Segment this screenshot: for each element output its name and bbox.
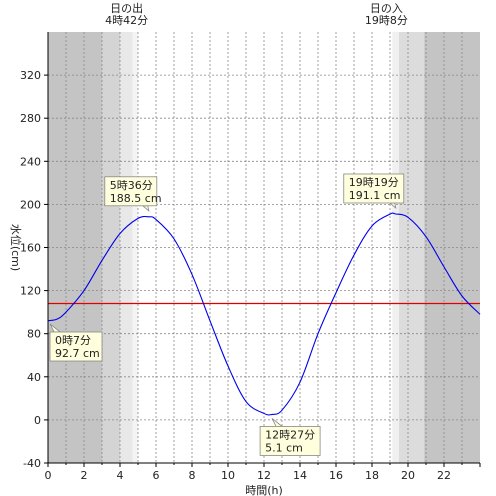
- shade-band-1: [102, 32, 120, 463]
- x-tick-label: 10: [221, 469, 235, 482]
- annotation-time: 0時7分: [55, 334, 91, 347]
- x-tick-label: 12: [257, 469, 271, 482]
- x-tick-label: 6: [153, 469, 160, 482]
- x-tick-label: 2: [81, 469, 88, 482]
- sunrise-time: 4時42分: [105, 14, 148, 27]
- x-tick-label: 16: [329, 469, 343, 482]
- x-tick-label: 18: [365, 469, 379, 482]
- y-tick-label: 120: [20, 285, 41, 298]
- annotation-value: 92.7 cm: [55, 347, 100, 360]
- annotation-time: 5時36分: [110, 179, 153, 192]
- y-tick-label: 240: [20, 155, 41, 168]
- sunset-label: 日の入: [370, 2, 403, 15]
- annotation-box: [104, 176, 158, 207]
- annotation-value: 5.1 cm: [265, 441, 303, 454]
- y-tick-label: 280: [20, 112, 41, 125]
- annotation-value: 191.1 cm: [349, 189, 401, 202]
- y-tick-label: 320: [20, 69, 41, 82]
- series-line-0: [47, 212, 481, 416]
- y-axis-label: 水位(cm): [9, 224, 23, 271]
- series-group: [47, 212, 481, 416]
- x-tick-label: 4: [117, 469, 124, 482]
- y-tick-label: 160: [20, 242, 41, 255]
- annotation-box: [49, 331, 103, 362]
- annotation-time: 19時19分: [349, 176, 399, 189]
- y-tick-label: -40: [23, 457, 41, 470]
- annotation-time: 12時27分: [265, 428, 315, 441]
- sunrise-label: 日の出: [110, 1, 143, 15]
- y-tick-label: 200: [20, 198, 41, 211]
- daylight-shading: [48, 32, 480, 463]
- x-axis-label: 時間(h): [245, 484, 283, 496]
- x-tick-label: 14: [293, 469, 307, 482]
- shade-band-4: [392, 32, 399, 463]
- axes: [44, 32, 481, 467]
- shade-band-2: [120, 32, 133, 463]
- y-tick-label: 0: [34, 414, 41, 427]
- tick-labels: -40 0 40 80 120 160 200 240 280 320 0 2 4 6 8 10 12 14 16 1…: [20, 69, 451, 482]
- x-tick-label: 0: [45, 469, 52, 482]
- annotation-box: [259, 426, 321, 456]
- sunset-time: 19時8分: [365, 14, 408, 27]
- x-tick-label: 8: [189, 469, 196, 482]
- shade-band-3: [132, 32, 138, 463]
- annotation-pointer: [141, 205, 150, 212]
- annotation-value: 188.5 cm: [110, 192, 162, 205]
- y-tick-label: 40: [27, 371, 41, 384]
- x-tick-label: 20: [401, 469, 415, 482]
- y-tick-label: 80: [27, 328, 41, 341]
- x-tick-label: 22: [437, 469, 451, 482]
- annotation-box: [343, 173, 405, 204]
